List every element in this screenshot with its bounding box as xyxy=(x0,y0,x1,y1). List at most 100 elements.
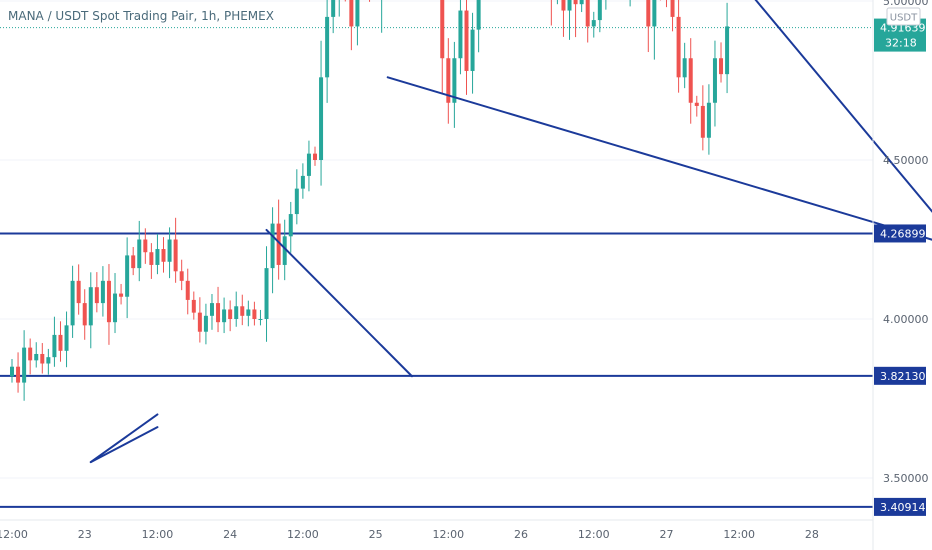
candle-body xyxy=(22,347,27,383)
candle xyxy=(94,272,99,313)
time-tick-label: 12:00 xyxy=(432,528,464,541)
time-tick-label: 25 xyxy=(369,528,383,541)
candle-body xyxy=(46,357,51,364)
price-tick-label: 4.50000 xyxy=(883,154,929,167)
level-price-badge: 3.82130 xyxy=(874,366,926,385)
candle-body xyxy=(652,0,657,27)
candle xyxy=(209,294,214,330)
candle-body xyxy=(173,239,178,272)
candle-body xyxy=(64,325,69,351)
candle xyxy=(338,0,340,17)
candle xyxy=(106,264,111,345)
candle xyxy=(252,301,257,326)
candle-body xyxy=(331,0,336,17)
candle-body xyxy=(464,10,469,71)
candle xyxy=(270,207,275,294)
candle-body xyxy=(567,0,572,11)
candle-body xyxy=(452,58,457,103)
candle-body xyxy=(670,0,675,17)
candle xyxy=(264,246,269,342)
candle xyxy=(464,0,469,95)
candle-body xyxy=(179,271,184,281)
candle xyxy=(446,38,451,124)
candle xyxy=(561,0,566,37)
candle xyxy=(470,12,475,94)
candles xyxy=(10,0,730,401)
candle-body xyxy=(131,255,136,269)
candle xyxy=(591,11,596,38)
candle-body xyxy=(276,223,281,265)
trendline[interactable] xyxy=(89,426,159,464)
candle xyxy=(706,84,711,155)
candle-body xyxy=(306,153,311,176)
candle xyxy=(185,268,190,315)
candle-body xyxy=(573,0,578,5)
candle xyxy=(22,330,27,401)
candle xyxy=(676,0,681,93)
horizontal-levels xyxy=(0,232,873,508)
trendlines xyxy=(89,0,932,464)
candle-body xyxy=(446,58,451,103)
candle xyxy=(113,273,118,334)
candle-body xyxy=(125,255,130,297)
candle-body xyxy=(246,309,251,316)
candle xyxy=(40,343,45,374)
candle-body xyxy=(16,366,21,383)
candle-body xyxy=(270,223,275,269)
candle-body xyxy=(209,303,214,316)
candle-body xyxy=(191,299,196,313)
candle xyxy=(191,291,196,320)
candle-body xyxy=(476,0,481,30)
candle xyxy=(652,0,657,60)
candle xyxy=(355,0,360,46)
candle xyxy=(28,338,33,375)
candle xyxy=(143,228,148,264)
level-price-label: 3.40914 xyxy=(880,501,926,514)
level-price-label: 4.26899 xyxy=(880,227,926,240)
candle-body xyxy=(288,214,293,237)
bar-countdown-label: 32:18 xyxy=(885,37,917,50)
candle xyxy=(137,220,142,282)
candle-body xyxy=(706,102,711,138)
candle-body xyxy=(325,16,330,78)
candle xyxy=(203,303,208,345)
candle xyxy=(579,0,584,13)
candle-body xyxy=(149,252,154,265)
trendline[interactable] xyxy=(265,228,413,378)
candle xyxy=(161,237,166,273)
candle-body xyxy=(137,239,142,269)
candle-body xyxy=(694,102,699,106)
candle xyxy=(725,2,730,94)
candle xyxy=(550,0,552,26)
candle-body xyxy=(94,287,99,304)
candle xyxy=(719,42,724,83)
price-tick-label: 3.50000 xyxy=(883,472,929,485)
level-price-label: 3.82130 xyxy=(880,370,926,383)
trendline[interactable] xyxy=(89,413,159,464)
candle xyxy=(234,291,239,327)
candle xyxy=(597,0,602,33)
candle xyxy=(173,217,178,283)
trendline[interactable] xyxy=(386,76,932,249)
candle xyxy=(70,265,75,338)
candle-body xyxy=(240,306,245,316)
candle xyxy=(16,352,21,393)
candle-body xyxy=(119,293,124,297)
candle-body xyxy=(470,29,475,71)
candle xyxy=(276,199,281,280)
candle-body xyxy=(725,26,730,75)
candle xyxy=(440,0,445,95)
time-tick-label: 12:00 xyxy=(142,528,174,541)
candle xyxy=(222,297,227,334)
candle xyxy=(585,0,590,43)
candle-body xyxy=(216,303,221,323)
time-axis: 12:00 23 12:00 24 12:00 25 12:00 26 12:00 27 12:00… xyxy=(0,528,819,541)
candle-body xyxy=(591,20,596,27)
trendline[interactable] xyxy=(539,0,932,249)
candle-body xyxy=(70,280,75,326)
chart-title: MANA / USDT Spot Trading Pair, 1h, PHEME… xyxy=(8,9,274,23)
candle xyxy=(476,0,481,53)
candle-body xyxy=(440,0,445,59)
candle xyxy=(34,342,39,368)
